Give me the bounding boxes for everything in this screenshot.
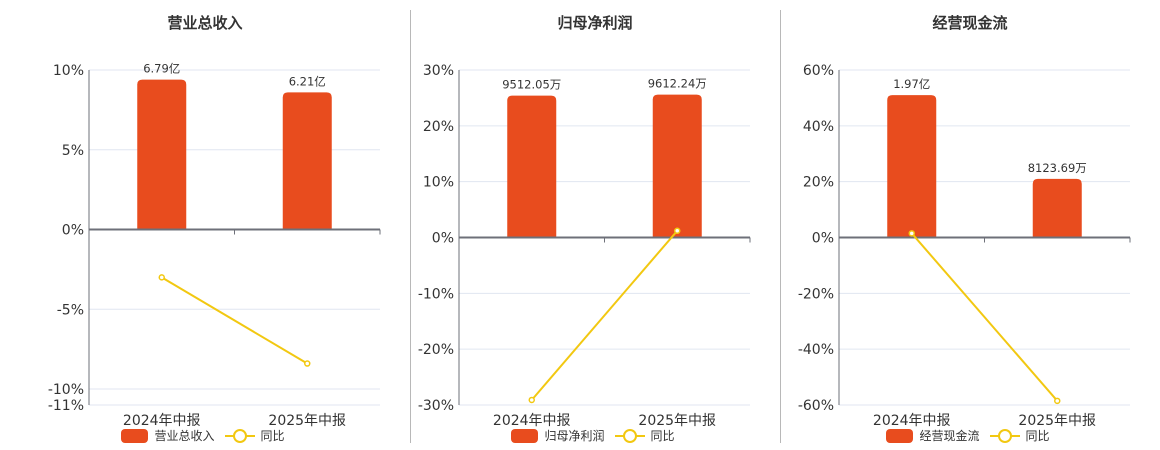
y-tick-label: 40% xyxy=(803,119,834,135)
yoy-point[interactable] xyxy=(674,227,681,235)
y-tick-label: -60% xyxy=(798,398,834,414)
bar[interactable] xyxy=(282,92,332,230)
x-category-label: 2024年中报 xyxy=(873,413,951,429)
bar-value-label: 1.97亿 xyxy=(893,77,930,91)
yoy-point[interactable] xyxy=(908,230,915,237)
y-tick-label: 0% xyxy=(432,231,454,247)
legend-line-label[interactable]: 同比 xyxy=(260,429,285,443)
y-tick-label: -11% xyxy=(48,398,84,414)
yoy-point[interactable] xyxy=(158,274,165,281)
x-category-label: 2024年中报 xyxy=(123,413,201,429)
bar-value-label: 9512.05万 xyxy=(502,78,561,92)
chart-legend[interactable]: 归母净利润 同比 xyxy=(410,427,780,444)
yoy-line xyxy=(530,230,679,401)
bar[interactable] xyxy=(887,95,937,238)
y-tick-label: -40% xyxy=(798,342,834,358)
legend-bar-swatch xyxy=(886,428,914,443)
yoy-point[interactable] xyxy=(1054,397,1061,405)
y-tick-label: -20% xyxy=(418,342,454,358)
legend-line-marker-icon xyxy=(614,428,645,443)
y-tick-label: -5% xyxy=(57,302,84,318)
legend-bar-label[interactable]: 经营现金流 xyxy=(919,429,980,443)
chart-panel-revenue: 营业总收入 10% 5% 0% -5% -10% -11% 6.79亿 6.21亿 2024年中… xyxy=(0,0,410,450)
bar[interactable] xyxy=(652,94,702,238)
chart-plot: 10% 5% 0% -5% -10%-11% 6.79亿 6.21亿 2024年中报 2025年… xyxy=(48,62,381,429)
y-tick-label: 10% xyxy=(423,175,454,191)
legend-bar-label[interactable]: 营业总收入 xyxy=(154,429,215,443)
bar[interactable] xyxy=(1032,178,1082,238)
bar-value-label: 6.79亿 xyxy=(143,62,180,76)
bar-value-label: 9612.24万 xyxy=(648,77,707,91)
x-category-label: 2025年中报 xyxy=(1018,413,1096,429)
y-tick-label: 5% xyxy=(62,143,84,159)
legend-bar-swatch xyxy=(121,428,149,443)
chart-title: 经营现金流 xyxy=(932,14,1008,32)
yoy-line xyxy=(161,276,308,365)
chart-panel-net-profit: 归母净利润 30% 20% 10% 0% -10% -20% -30% 9512.05万 961… xyxy=(410,14,780,444)
y-tick-label: -20% xyxy=(798,286,834,302)
yoy-point[interactable] xyxy=(528,396,535,404)
legend-line-marker-icon xyxy=(224,428,255,443)
yoy-line xyxy=(910,232,1059,402)
bar-value-label: 8123.69万 xyxy=(1028,161,1087,175)
legend-line-label[interactable]: 同比 xyxy=(1025,429,1050,443)
y-tick-label: 0% xyxy=(62,223,84,239)
legend-bar-swatch xyxy=(511,428,539,443)
x-category-label: 2025年中报 xyxy=(268,413,346,429)
y-tick-label: 20% xyxy=(423,119,454,135)
y-tick-label: 10% xyxy=(53,63,84,79)
chart-title: 营业总收入 xyxy=(167,14,243,32)
y-tick-label: -30% xyxy=(418,398,454,414)
legend-bar-label[interactable]: 归母净利润 xyxy=(544,429,605,443)
y-tick-label: 20% xyxy=(803,175,834,191)
bar-value-label: 6.21亿 xyxy=(289,74,326,88)
y-tick-label: 30% xyxy=(423,63,454,79)
y-tick-label: 60% xyxy=(803,63,834,79)
chart-legend[interactable]: 经营现金流 同比 xyxy=(780,427,1160,444)
bar[interactable] xyxy=(507,95,557,238)
bar[interactable] xyxy=(137,79,187,230)
chart-title: 归母净利润 xyxy=(557,14,633,32)
panel-divider xyxy=(780,10,781,443)
x-category-label: 2024年中报 xyxy=(493,413,571,429)
legend-line-label[interactable]: 同比 xyxy=(650,429,675,443)
y-tick-label: -10% xyxy=(48,382,84,398)
y-tick-label: -10% xyxy=(418,286,454,302)
panel-divider xyxy=(410,10,411,443)
legend-line-marker-icon xyxy=(989,428,1020,443)
chart-legend[interactable]: 营业总收入 同比 xyxy=(0,427,410,444)
y-tick-label: 0% xyxy=(812,231,834,247)
x-category-label: 2025年中报 xyxy=(638,413,716,429)
chart-plot: 30% 20% 10% 0% -10% -20% -30% 9512.05万 9612.24万 2… xyxy=(418,63,751,429)
yoy-point[interactable] xyxy=(304,360,311,367)
